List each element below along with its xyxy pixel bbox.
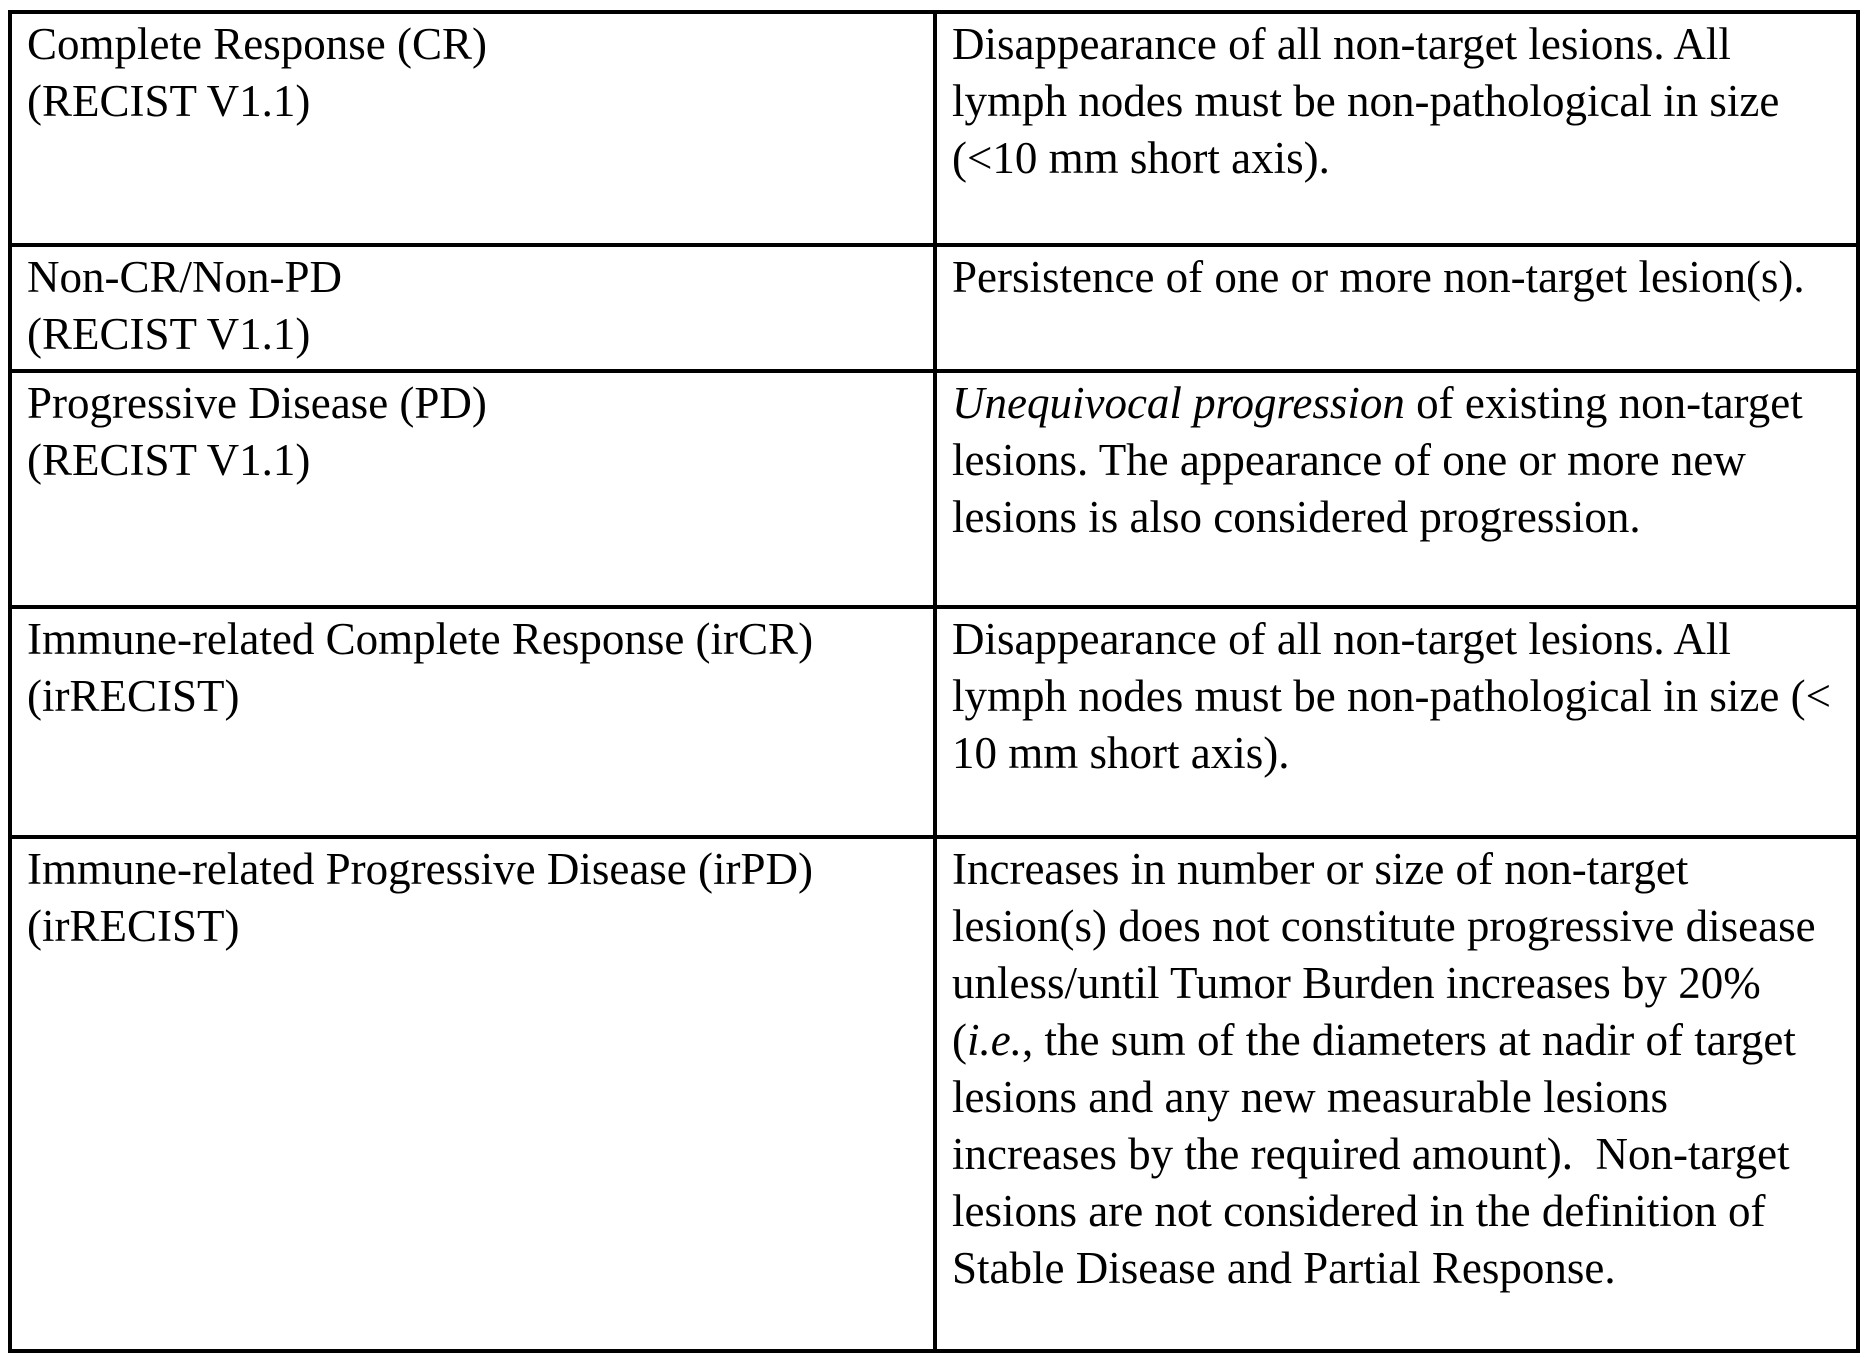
response-criteria-table: Complete Response (CR) (RECIST V1.1) Disap… bbox=[8, 10, 1860, 1353]
term-line: (RECIST V1.1) bbox=[27, 309, 311, 359]
definition-italic-segment: Unequivocal progression bbox=[952, 378, 1405, 428]
response-term-cell: Immune-related Progressive Disease (irPD… bbox=[8, 835, 937, 1353]
table-row: Immune-related Complete Response (irCR) (… bbox=[8, 605, 1860, 839]
table-row: Complete Response (CR) (RECIST V1.1) Disap… bbox=[8, 10, 1860, 247]
definition-cell: Disappearance of all non-target lesions.… bbox=[933, 10, 1860, 247]
definition-cell: Increases in number or size of non-targe… bbox=[933, 835, 1860, 1353]
definition-cell: Disappearance of all non-target lesions.… bbox=[933, 605, 1860, 839]
term-line: Immune-related Complete Response (irCR) bbox=[27, 614, 814, 664]
table-row: Non-CR/Non-PD (RECIST V1.1) Persistence of… bbox=[8, 243, 1860, 373]
term-line: (RECIST V1.1) bbox=[27, 76, 311, 126]
term-line: (irRECIST) bbox=[27, 901, 240, 951]
response-term-cell: Immune-related Complete Response (irCR) (… bbox=[8, 605, 937, 839]
definition-cell: Persistence of one or more non-target le… bbox=[933, 243, 1860, 373]
table-row: Progressive Disease (PD) (RECIST V1.1) Une… bbox=[8, 369, 1860, 609]
term-line: Non-CR/Non-PD bbox=[27, 252, 343, 302]
definition-segment: Increases in number or size of non-targe… bbox=[952, 844, 1827, 1065]
definition-segment: , the sum of the diameters at nadir of t… bbox=[952, 1015, 1808, 1293]
term-line: Progressive Disease (PD) bbox=[27, 378, 487, 428]
definition-segment: of existing non-target lesions. The appe… bbox=[952, 378, 1814, 542]
response-term-cell: Complete Response (CR) (RECIST V1.1) bbox=[8, 10, 937, 247]
term-line: Immune-related Progressive Disease (irPD… bbox=[27, 844, 814, 894]
term-line: (RECIST V1.1) bbox=[27, 435, 311, 485]
definition-italic-segment: i.e. bbox=[967, 1015, 1022, 1065]
term-line: Complete Response (CR) bbox=[27, 19, 487, 69]
response-term-cell: Progressive Disease (PD) (RECIST V1.1) bbox=[8, 369, 937, 609]
table-body: Complete Response (CR) (RECIST V1.1) Disap… bbox=[8, 10, 1860, 1353]
response-term-cell: Non-CR/Non-PD (RECIST V1.1) bbox=[8, 243, 937, 373]
definition-cell: Unequivocal progression of existing non-… bbox=[933, 369, 1860, 609]
table-row: Immune-related Progressive Disease (irPD… bbox=[8, 835, 1860, 1353]
term-line: (irRECIST) bbox=[27, 671, 240, 721]
definition-segment: Disappearance of all non-target lesions.… bbox=[952, 614, 1843, 778]
definition-segment: Persistence of one or more non-target le… bbox=[952, 252, 1805, 302]
definition-segment: Disappearance of all non-target lesions.… bbox=[952, 19, 1791, 183]
